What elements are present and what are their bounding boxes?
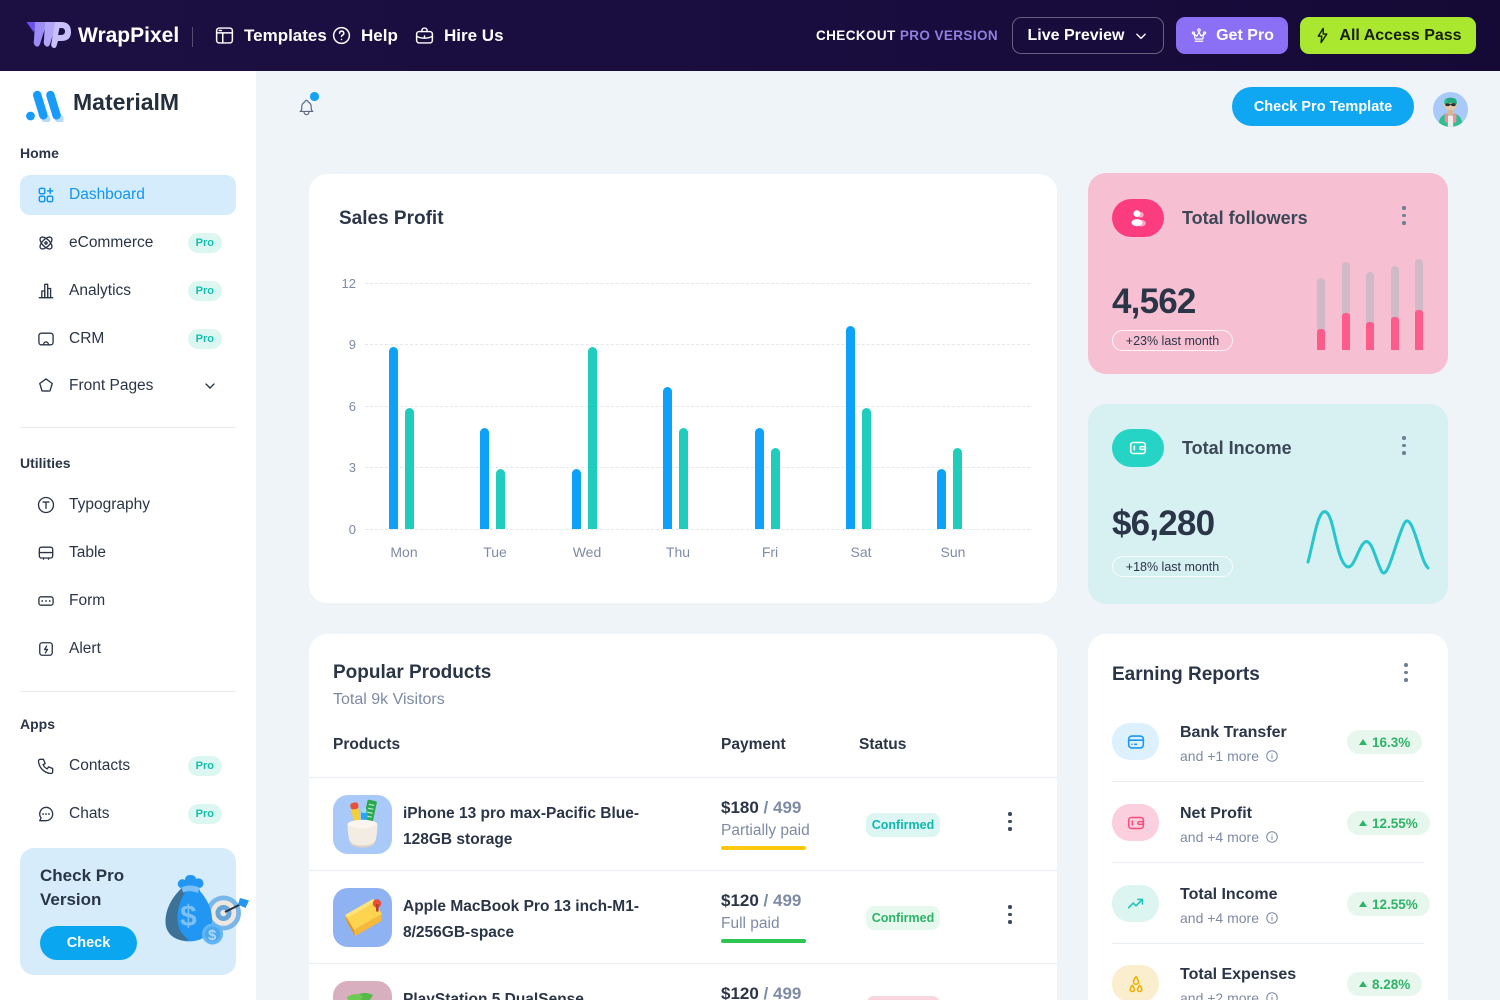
svg-text:$: $ — [208, 927, 217, 944]
svg-text:$: $ — [180, 900, 197, 933]
